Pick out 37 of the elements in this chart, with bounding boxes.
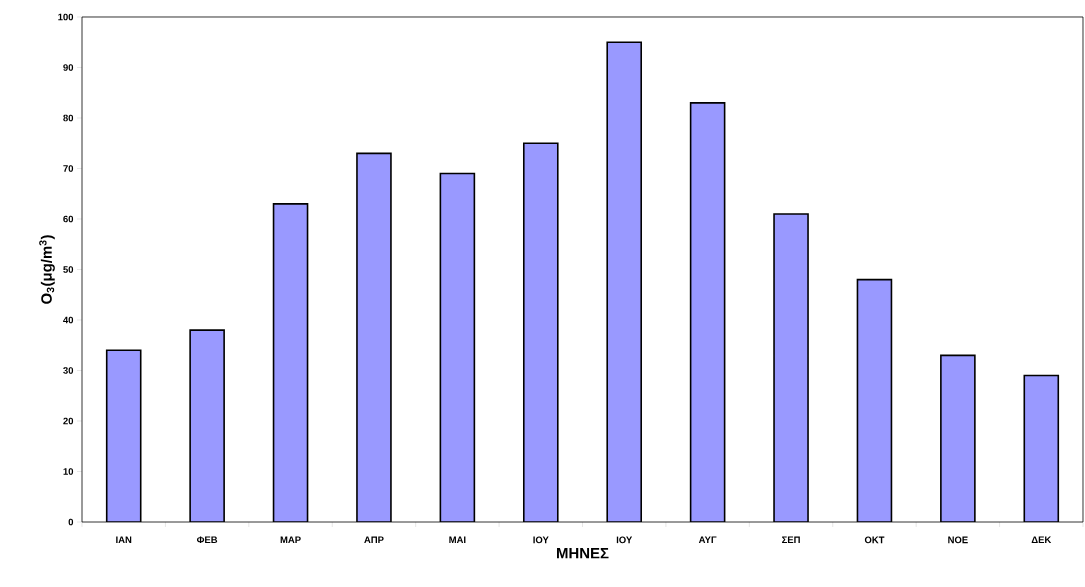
bar (189, 329, 225, 522)
x-tick-label: ΑΠΡ (364, 536, 384, 544)
x-tick-label: ΜΑΡ (280, 536, 301, 544)
y-tick-label: 50 (63, 266, 74, 273)
bar (105, 349, 142, 522)
y-tick-label: 0 (68, 518, 74, 526)
x-axis-title: ΜΗΝΕΣ (557, 548, 609, 559)
y-tick-label: 90 (63, 64, 74, 71)
bar (439, 172, 476, 522)
bar (522, 142, 559, 522)
x-tick-label: ΝΟΕ (948, 536, 968, 544)
x-tick-label: ΔΕΚ (1031, 536, 1052, 544)
y-tick-label: 40 (63, 316, 74, 324)
bar (272, 203, 309, 522)
bar (856, 278, 893, 522)
y-tick-label: 20 (63, 417, 74, 425)
bar (689, 102, 726, 522)
bar (940, 354, 976, 522)
x-tick-label: ΣΕΠ (782, 536, 800, 544)
x-tick-label: ΑΥΓ (698, 536, 717, 544)
bar (606, 41, 643, 522)
y-axis-title: O$_{3}$(μg/m$^{3}$) (39, 235, 55, 304)
bar (356, 152, 392, 522)
y-tick-label: 30 (63, 367, 74, 374)
x-tick-label: ΙΟΥ (533, 536, 549, 544)
x-tick-label: ΜΑΙ (449, 536, 466, 544)
y-tick-label: 60 (63, 215, 74, 223)
y-tick-label: 10 (63, 468, 74, 475)
x-tick-label: ΦΕΒ (196, 536, 218, 544)
y-tick-label: 80 (63, 114, 74, 122)
x-tick-label: ΙΟΥ (616, 536, 633, 544)
bar (1023, 374, 1060, 522)
bar (773, 213, 809, 522)
x-tick-label: ΟΚΤ (864, 536, 885, 544)
x-tick-label: ΙΑΝ (116, 536, 132, 544)
y-tick-label: 70 (63, 165, 74, 172)
y-tick-label: 100 (58, 13, 74, 21)
